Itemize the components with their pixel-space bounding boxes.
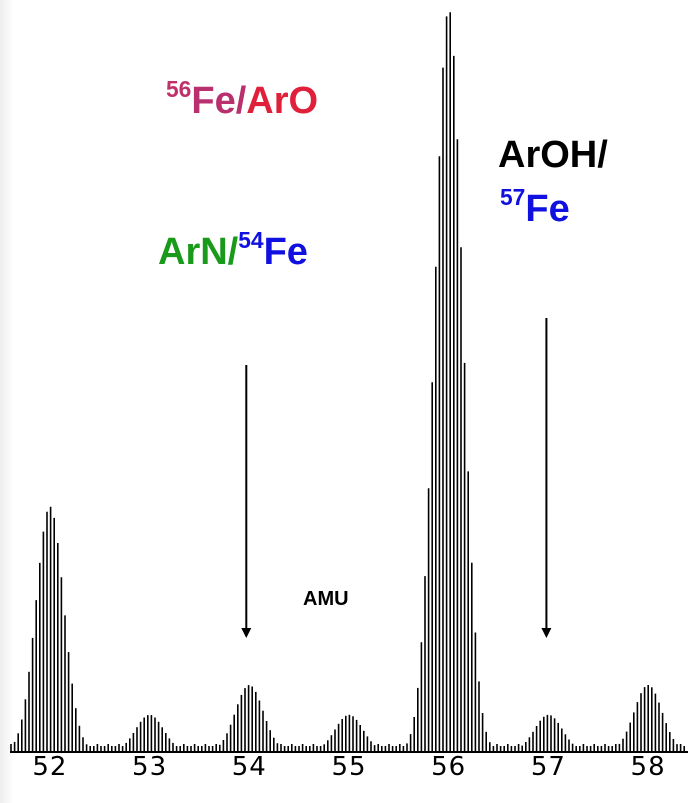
x-tick-58: 58 bbox=[630, 752, 666, 782]
annotation-aroh: ArOH/ bbox=[498, 134, 608, 176]
annotation-fe56-aro: 56Fe/ArO bbox=[166, 78, 319, 122]
isotope-57: 57 bbox=[500, 184, 526, 211]
fe-label: Fe bbox=[263, 231, 308, 273]
annotation-fe57: 57Fe bbox=[500, 186, 570, 230]
arrow-54 bbox=[241, 365, 252, 638]
aro-label: ArO bbox=[246, 80, 319, 122]
x-tick-56: 56 bbox=[431, 752, 467, 782]
annotation-arn-fe54: ArN/54Fe bbox=[158, 229, 308, 273]
fe-label: Fe/ bbox=[191, 80, 247, 122]
isotope-56: 56 bbox=[166, 76, 192, 103]
arrow-57 bbox=[541, 318, 552, 638]
x-tick-54: 54 bbox=[231, 752, 267, 782]
x-tick-55: 55 bbox=[331, 752, 367, 782]
isotope-54: 54 bbox=[238, 227, 264, 254]
x-axis-label: AMU bbox=[303, 588, 349, 610]
x-tick-53: 53 bbox=[132, 752, 168, 782]
x-tick-52: 52 bbox=[32, 752, 68, 782]
fe-label: Fe bbox=[525, 188, 570, 230]
x-tick-57: 57 bbox=[530, 752, 566, 782]
arn-label: ArN/ bbox=[158, 231, 239, 273]
